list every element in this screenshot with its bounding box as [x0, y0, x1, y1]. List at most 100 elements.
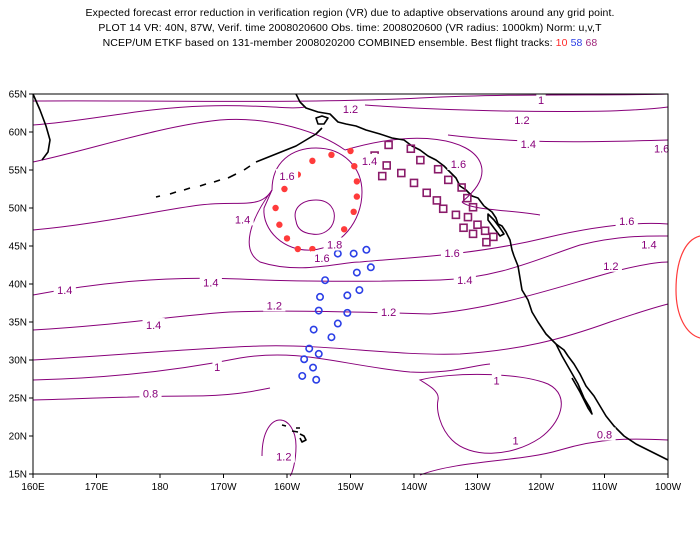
contour-label-bg	[53, 283, 76, 297]
contour-label: 1	[214, 362, 220, 374]
contour-label: 1.4	[641, 239, 656, 251]
track-68-point	[473, 220, 482, 230]
contour-label-bg	[199, 275, 222, 289]
track-68-point	[377, 171, 387, 181]
track-58-point	[298, 371, 307, 380]
track-68-point	[416, 155, 425, 165]
contour-label-bg	[517, 137, 540, 151]
contour-line	[32, 189, 273, 231]
contour-label-bg	[139, 386, 162, 400]
contour-label: 1.6	[444, 248, 459, 260]
lon-tick-label: 150W	[337, 482, 364, 493]
contour-label: 1	[493, 376, 499, 388]
track-68-point	[463, 193, 472, 203]
contour-label-bg	[263, 298, 286, 312]
contour-line	[419, 438, 669, 476]
contour-label: 1.4	[203, 277, 218, 289]
track-10-point	[351, 163, 358, 170]
track-10-point	[340, 226, 348, 233]
track-58-point	[314, 306, 323, 315]
track-10-point	[283, 235, 291, 242]
lat-tick-label: 50N	[9, 204, 27, 215]
lat-tick-label: 60N	[9, 128, 27, 139]
contour-label: 1.8	[327, 239, 342, 251]
hawaii-islands	[281, 424, 307, 443]
contour-line	[32, 354, 491, 381]
track-68-point	[382, 161, 391, 170]
flight-tracks	[272, 140, 498, 384]
lat-tick-label: 30N	[9, 356, 27, 367]
contour-label: 1	[538, 95, 544, 107]
contour-label-layer: 1.2 1 1.2 1.4 1.6 1.4 1.6 1.6 1.4 1.8 1.6 1.6 1.6 1.4…	[53, 93, 673, 464]
track-58-point	[327, 333, 336, 342]
contour-line	[447, 134, 669, 143]
contour-line	[248, 189, 669, 269]
contour-line	[461, 201, 541, 216]
track-58-point	[362, 245, 371, 254]
contour-label-bg	[510, 433, 521, 447]
track-58-point	[321, 276, 330, 285]
contour-line	[344, 137, 483, 203]
track-58-point	[343, 291, 352, 300]
track-id-purple: 68	[585, 37, 598, 49]
contour-label: 1.2	[381, 307, 396, 319]
track-68-point	[468, 229, 478, 239]
contour-line	[418, 373, 562, 454]
us-west-coast	[513, 255, 669, 461]
contour-lines	[32, 93, 669, 477]
header-line-3-text: NCEP/UM ETKF based on 131-member 2008020…	[102, 37, 553, 49]
lon-tick-label: 160W	[274, 482, 301, 493]
lon-tick-label: 180	[152, 482, 169, 493]
track-58-point	[309, 325, 318, 334]
contour-label-bg	[637, 237, 661, 251]
track-58-point	[333, 319, 342, 328]
lon-tick-label: 170E	[85, 482, 109, 493]
vancouver-island	[487, 213, 505, 237]
track-10-point	[353, 193, 361, 200]
contour-label-bg	[593, 427, 616, 441]
track-58-point	[305, 344, 314, 353]
contour-label: 1.2	[267, 300, 282, 312]
lat-tick-label: 15N	[9, 470, 27, 481]
contour-line	[294, 199, 335, 235]
track-68-point	[422, 188, 432, 198]
alaska-peninsula	[255, 127, 323, 163]
track-68-point	[482, 237, 491, 247]
contour-label: 1.2	[343, 104, 358, 116]
header-line-2: PLOT 14 VR: 40N, 87W, Verif. time 200802…	[98, 22, 602, 34]
contour-label-bg	[453, 273, 476, 287]
contour-label: 1.4	[521, 139, 536, 151]
contour-label: 1.6	[619, 216, 634, 228]
lon-tick-label: 170W	[210, 482, 237, 493]
track-68-point	[432, 196, 442, 205]
track-68-point	[409, 178, 419, 188]
russia-coast	[32, 93, 51, 161]
contour-label: 1	[513, 436, 519, 448]
contour-label-bg	[231, 212, 254, 226]
kodiak-island	[315, 115, 329, 125]
contour-line	[32, 303, 669, 361]
lon-tick-label: 120W	[528, 482, 555, 493]
track-58-point	[312, 375, 321, 384]
track-68-point	[396, 168, 406, 178]
alaska-coast	[295, 93, 485, 207]
contour-label: 1.2	[276, 452, 291, 464]
contour-label: 0.8	[143, 388, 158, 400]
contour-label: 1.4	[235, 214, 250, 226]
contour-line	[32, 105, 306, 126]
contour-label: 1.4	[146, 320, 161, 332]
track-10-point	[294, 245, 301, 253]
track-58-point	[300, 355, 309, 364]
lat-tick-label: 25N	[9, 394, 27, 405]
contour-label-bg	[536, 93, 546, 107]
contour-label: 1.2	[514, 115, 529, 127]
contour-line	[32, 118, 346, 163]
contour-label-bg	[323, 237, 346, 251]
plot-header: Expected forecast error reduction in ver…	[0, 6, 700, 51]
contour-label: 0.8	[597, 429, 612, 441]
track-68-point	[468, 202, 478, 212]
lon-tick-label: 130W	[464, 482, 491, 493]
contour-label-bg	[447, 156, 470, 170]
